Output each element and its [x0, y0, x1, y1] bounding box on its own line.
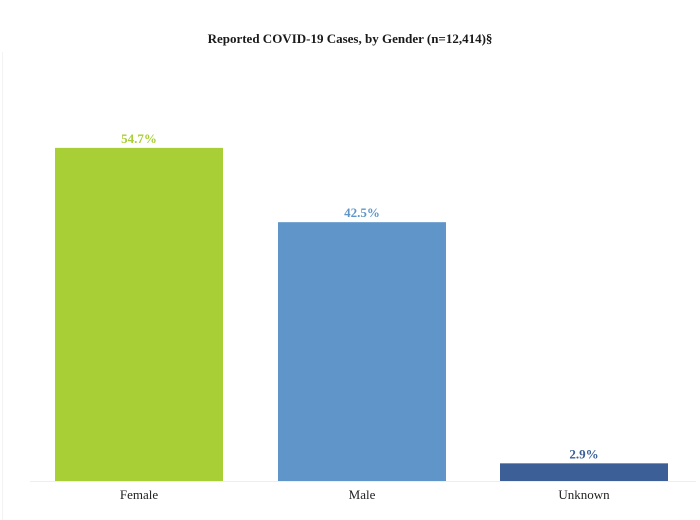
value-labels-group: 54.7% 42.5% 2.9%: [121, 131, 599, 461]
chart-title: Reported COVID-19 Cases, by Gender (n=12…: [207, 31, 493, 46]
category-labels-group: Female Male Unknown: [120, 487, 610, 502]
category-label-male: Male: [349, 487, 376, 502]
value-label-female: 54.7%: [121, 131, 157, 146]
bars-group: [55, 147, 668, 482]
bar-male: [278, 222, 446, 482]
bar-unknown: [500, 463, 668, 481]
value-label-unknown: 2.9%: [569, 446, 598, 461]
category-label-female: Female: [120, 487, 158, 502]
category-label-unknown: Unknown: [558, 487, 610, 502]
value-label-male: 42.5%: [344, 205, 380, 220]
bar-female: [55, 147, 223, 481]
